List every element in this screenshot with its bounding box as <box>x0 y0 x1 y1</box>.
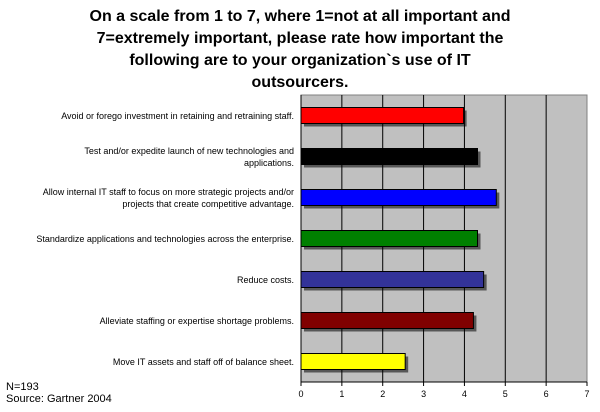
bar <box>300 312 474 329</box>
category-label-line: Test and/or expedite launch of new techn… <box>84 145 294 156</box>
x-tick-label: 4 <box>462 389 467 399</box>
chart-title: On a scale from 1 to 7, where 1=not at a… <box>80 6 520 94</box>
bar <box>300 189 497 206</box>
x-tick-label: 3 <box>421 389 426 399</box>
bar <box>300 353 406 370</box>
bar <box>300 107 465 124</box>
sample-size: N=193 <box>6 381 39 393</box>
title-line-3: following are to your organization`s use… <box>129 52 471 91</box>
category-label-line: projects that create competitive advanta… <box>122 198 294 209</box>
x-tick-label: 2 <box>380 389 385 399</box>
category-label-line: Allow internal IT staff to focus on more… <box>42 186 294 197</box>
category-label: Standardize applications and technologie… <box>0 233 294 245</box>
category-label: Move IT assets and staff off of balance … <box>0 356 294 368</box>
x-tick-label: 7 <box>584 389 589 399</box>
title-line-1: On a scale from 1 to 7, where 1=not at a… <box>89 8 511 25</box>
x-tick-label: 0 <box>298 389 303 399</box>
x-tick-label: 6 <box>544 389 549 399</box>
category-label-line: applications. <box>243 157 294 168</box>
title-line-2: 7=extremely important, please rate how i… <box>96 30 504 47</box>
x-tick-label: 1 <box>339 389 344 399</box>
category-label: Test and/or expedite launch of new techn… <box>0 145 294 169</box>
x-tick-label: 5 <box>503 389 508 399</box>
category-label-line: Avoid or forego investment in retaining … <box>61 110 294 121</box>
bar <box>300 271 485 288</box>
source-note: Source: Gartner 2004 <box>6 393 112 405</box>
category-label-line: Reduce costs. <box>236 274 294 285</box>
bar <box>300 230 479 247</box>
category-label: Allow internal IT staff to focus on more… <box>0 186 294 210</box>
bar <box>300 148 479 165</box>
category-label: Alleviate staffing or expertise shortage… <box>0 315 294 327</box>
category-label-line: Alleviate staffing or expertise shortage… <box>99 315 294 326</box>
category-label: Reduce costs. <box>0 274 294 286</box>
category-label-line: Standardize applications and technologie… <box>36 233 294 244</box>
category-label-line: Move IT assets and staff off of balance … <box>112 356 294 367</box>
category-label: Avoid or forego investment in retaining … <box>0 110 294 122</box>
